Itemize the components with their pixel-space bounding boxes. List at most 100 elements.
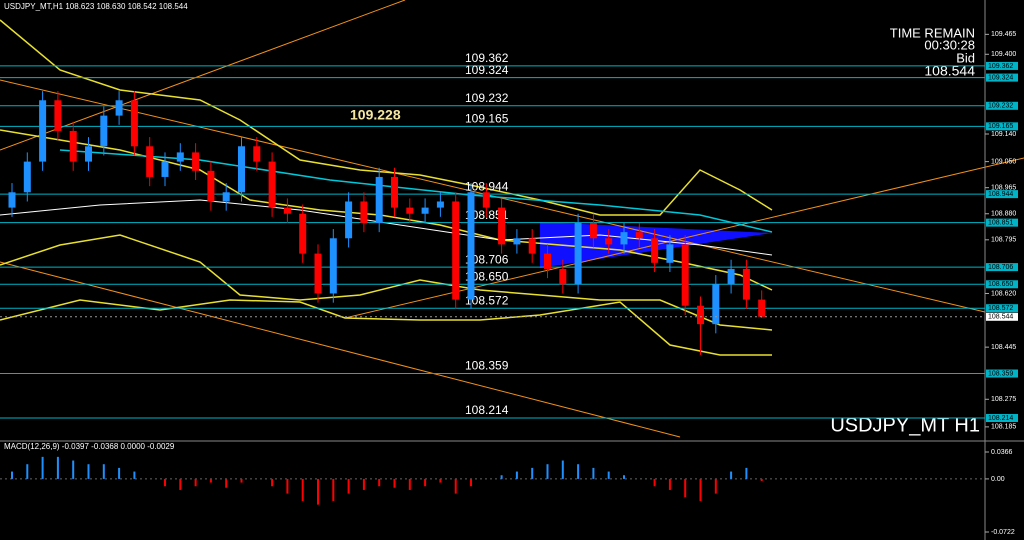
candle-body (406, 207, 414, 214)
trend-line (0, 0, 406, 151)
candle-body (544, 253, 551, 269)
y-tick-label: 108.965 (991, 185, 1016, 192)
candle-body (513, 238, 521, 245)
bid-axis-label: 108.544 (988, 314, 1013, 321)
level-label: 108.359 (465, 359, 509, 373)
level-axis-label: 109.165 (988, 123, 1013, 130)
candle-body (329, 238, 337, 294)
candle-body (314, 253, 322, 294)
candle-body (391, 176, 398, 208)
candle-body (253, 146, 261, 162)
level-box (986, 369, 1018, 378)
candle-body (8, 192, 16, 208)
candle-body (421, 207, 429, 214)
candle-body (192, 152, 200, 171)
level-axis-label: 108.944 (988, 191, 1013, 198)
y-tick-label: 108.445 (991, 344, 1016, 351)
band-line (0, 19, 773, 216)
candle-body (115, 100, 123, 116)
candle-body (712, 284, 720, 325)
y-tick-label: 108.185 (991, 424, 1016, 431)
candle-body (69, 130, 77, 162)
candle-body (651, 238, 659, 263)
candle-body (54, 100, 62, 131)
y-tick-label: -0.0722 (991, 529, 1015, 536)
level-label: 108.572 (465, 293, 509, 307)
band-line (0, 234, 773, 331)
candle-body (39, 100, 47, 162)
level-axis-label: 108.851 (988, 219, 1013, 226)
y-tick-label: 109.050 (991, 158, 1016, 165)
level-axis-label: 109.324 (988, 74, 1013, 81)
candle-body (758, 299, 766, 317)
level-box (986, 101, 1018, 110)
candle-body (589, 222, 597, 239)
level-box (986, 190, 1018, 199)
annotation: 109.228 (350, 107, 401, 123)
y-tick-label: 109.400 (991, 51, 1016, 58)
candle-body (345, 201, 353, 239)
time-value: 00:30:28 (924, 37, 975, 52)
y-tick-label: 109.140 (991, 131, 1016, 138)
level-axis-label: 109.362 (988, 63, 1013, 70)
candle-body (268, 161, 276, 208)
candle-body (238, 146, 245, 193)
band-line (0, 299, 772, 356)
watermark: USDJPY_MT H1 (830, 414, 980, 436)
level-box (986, 218, 1018, 227)
candle-body (299, 213, 307, 254)
candle-body (207, 170, 215, 202)
candle-body (559, 268, 567, 285)
candle-body (360, 201, 368, 223)
candle-body (176, 152, 184, 162)
level-axis-label: 109.232 (988, 103, 1013, 110)
candle-body (436, 201, 444, 208)
candle-body (727, 268, 735, 285)
candle-body (574, 222, 582, 285)
bid-box (986, 312, 1018, 321)
candle-body (697, 305, 704, 325)
y-tick-label: 0.00 (991, 476, 1005, 483)
level-axis-label: 108.572 (988, 305, 1013, 312)
moving-average (0, 199, 773, 256)
candle-body (23, 161, 31, 193)
candle-body (635, 232, 643, 239)
y-tick-label: 108.880 (991, 211, 1016, 218)
bid-value: 108.544 (924, 63, 975, 79)
time-remain: TIME REMAIN (890, 25, 975, 40)
level-label: 108.851 (465, 208, 509, 222)
level-label: 109.324 (465, 63, 509, 77)
candle-body (222, 192, 230, 202)
level-axis-label: 108.650 (988, 281, 1013, 288)
level-label: 109.232 (465, 91, 509, 105)
level-box (986, 73, 1018, 82)
bid-label: Bid (956, 50, 975, 65)
level-label: 109.165 (465, 112, 509, 126)
level-axis-label: 108.706 (988, 264, 1013, 271)
candle-body (146, 146, 154, 177)
y-tick-label: 109.465 (991, 31, 1016, 38)
level-label: 108.944 (465, 179, 509, 193)
level-axis-label: 108.214 (988, 415, 1013, 422)
candle-body (482, 192, 490, 208)
y-tick-label: 0.0366 (991, 449, 1013, 456)
macd-title: MACD(12,26,9) -0.0397 -0.0368 0.0000 -0.… (4, 442, 175, 451)
level-label: 109.362 (465, 51, 509, 65)
y-tick-label: 108.795 (991, 237, 1016, 244)
candle-body (528, 238, 536, 254)
y-tick-label: 108.620 (991, 290, 1016, 297)
level-box (986, 280, 1018, 289)
level-box (986, 413, 1018, 422)
level-label: 108.650 (465, 269, 509, 283)
candle-body (375, 176, 383, 223)
candle-body (620, 232, 628, 245)
candle-body (161, 161, 169, 177)
level-box (986, 263, 1018, 272)
level-box (986, 304, 1018, 313)
candle-body (742, 268, 750, 300)
y-tick-label: 108.275 (991, 396, 1016, 403)
candle-body (467, 192, 475, 300)
candle-body (681, 244, 689, 306)
